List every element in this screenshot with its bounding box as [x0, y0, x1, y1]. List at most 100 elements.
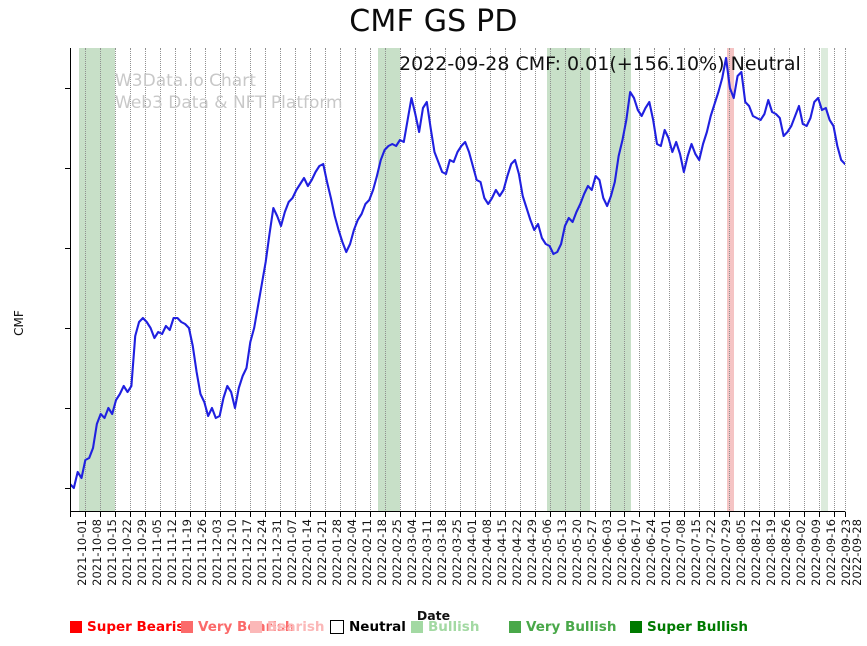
gridline-vertical [624, 48, 626, 512]
x-tick-label: 2021-11-12 [164, 519, 179, 586]
shaded-band-bullish [821, 48, 828, 512]
x-tick-mark [354, 512, 356, 517]
legend-item[interactable]: Bearish [250, 619, 325, 635]
x-tick-label: 2021-10-29 [134, 519, 149, 586]
legend-item-label: Very Bearish [198, 619, 295, 635]
x-tick-mark [845, 512, 846, 517]
x-tick-mark [519, 512, 521, 517]
y-tick-mark [65, 408, 70, 409]
x-tick-label: 2022-09-16 [824, 519, 839, 586]
x-tick-label: 2022-05-06 [539, 519, 554, 586]
x-tick-label: 2021-12-17 [239, 519, 254, 586]
gridline-vertical [369, 48, 371, 512]
legend-item-label: Neutral [349, 619, 406, 635]
legend-item-label: Bearish [267, 619, 325, 635]
x-tick-mark [474, 512, 476, 517]
x-tick-label: 2021-12-24 [254, 519, 269, 586]
x-tick-label: 2022-06-10 [614, 519, 629, 586]
gridline-vertical [759, 48, 761, 512]
y-tick-mark [65, 168, 70, 169]
cmf-line-series [70, 56, 845, 490]
gridline-vertical [819, 48, 821, 512]
gridline-vertical [804, 48, 806, 512]
x-tick-label: 2022-06-17 [629, 519, 644, 586]
x-tick-mark [279, 512, 281, 517]
x-tick-mark [234, 512, 236, 517]
x-tick-label: 2021-11-05 [149, 519, 164, 586]
y-axis-label: CMF [11, 310, 26, 336]
x-tick-mark [729, 512, 731, 517]
gridline-vertical [639, 48, 641, 512]
x-tick-label: 2022-03-11 [419, 519, 434, 586]
legend-item[interactable]: Neutral [330, 619, 406, 635]
x-tick-mark [639, 512, 641, 517]
gridline-vertical [729, 48, 731, 512]
x-tick-label: 2022-04-22 [509, 519, 524, 586]
gridline-vertical [174, 48, 176, 512]
x-tick-mark [699, 512, 701, 517]
x-tick-mark [669, 512, 671, 517]
gridline-vertical [264, 48, 266, 512]
gridline-vertical [834, 48, 836, 512]
x-tick-mark [309, 512, 311, 517]
gridline-vertical [399, 48, 401, 512]
shaded-band-bullish [78, 48, 115, 512]
shaded-band-bearish [727, 48, 734, 512]
x-tick-mark [834, 512, 836, 517]
legend-swatch-icon [181, 621, 193, 633]
x-tick-label: 2022-09-28 [850, 519, 864, 586]
gridline-vertical [564, 48, 566, 512]
legend-item[interactable]: Very Bearish [181, 619, 295, 635]
gridline-vertical [504, 48, 506, 512]
legend-item[interactable]: Super Bearish [70, 619, 194, 635]
x-tick-mark [219, 512, 221, 517]
x-tick-label: 2022-07-29 [719, 519, 734, 586]
x-tick-label: 2022-01-28 [329, 519, 344, 586]
x-tick-mark [654, 512, 656, 517]
legend-swatch-icon [630, 621, 642, 633]
x-tick-mark [774, 512, 776, 517]
x-tick-mark [144, 512, 146, 517]
x-tick-label: 2022-03-18 [434, 519, 449, 586]
x-tick-mark [114, 512, 116, 517]
x-tick-mark [414, 512, 416, 517]
x-tick-label: 2022-08-05 [734, 519, 749, 586]
x-tick-mark [174, 512, 176, 517]
legend-item[interactable]: Bullish [411, 619, 479, 635]
gridline-vertical [309, 48, 311, 512]
gridline-vertical [294, 48, 296, 512]
gridline-vertical [144, 48, 146, 512]
x-tick-mark [489, 512, 491, 517]
x-tick-label: 2022-02-11 [359, 519, 374, 586]
shaded-band-bullish [609, 48, 631, 512]
x-tick-label: 2022-08-19 [764, 519, 779, 586]
x-tick-mark [789, 512, 791, 517]
x-tick-label: 2022-09-09 [809, 519, 824, 586]
x-tick-mark [429, 512, 431, 517]
gridline-vertical [99, 48, 101, 512]
gridline-vertical [279, 48, 281, 512]
gridline-vertical [249, 48, 251, 512]
gridline-vertical [699, 48, 701, 512]
gridline-vertical [594, 48, 596, 512]
legend-item[interactable]: Super Bullish [630, 619, 748, 635]
y-tick-mark [65, 328, 70, 329]
x-tick-label: 2022-04-15 [494, 519, 509, 586]
x-tick-mark [564, 512, 566, 517]
legend-item[interactable]: Very Bullish [509, 619, 616, 635]
gridline-vertical [579, 48, 581, 512]
gridline-vertical [519, 48, 521, 512]
legend-item-label: Super Bullish [647, 619, 748, 635]
x-tick-mark [444, 512, 446, 517]
gridline-vertical [414, 48, 416, 512]
x-tick-mark [70, 512, 71, 517]
x-tick-label: 2021-12-10 [224, 519, 239, 586]
gridline-vertical [669, 48, 671, 512]
x-tick-label: 2022-04-29 [524, 519, 539, 586]
x-tick-label: 2022-07-22 [704, 519, 719, 586]
x-tick-mark [609, 512, 611, 517]
legend-swatch-icon [509, 621, 521, 633]
x-tick-label: 2022-05-20 [569, 519, 584, 586]
current-value-annotation: 2022-09-28 CMF: 0.01(+156.10%) Neutral [399, 53, 801, 75]
